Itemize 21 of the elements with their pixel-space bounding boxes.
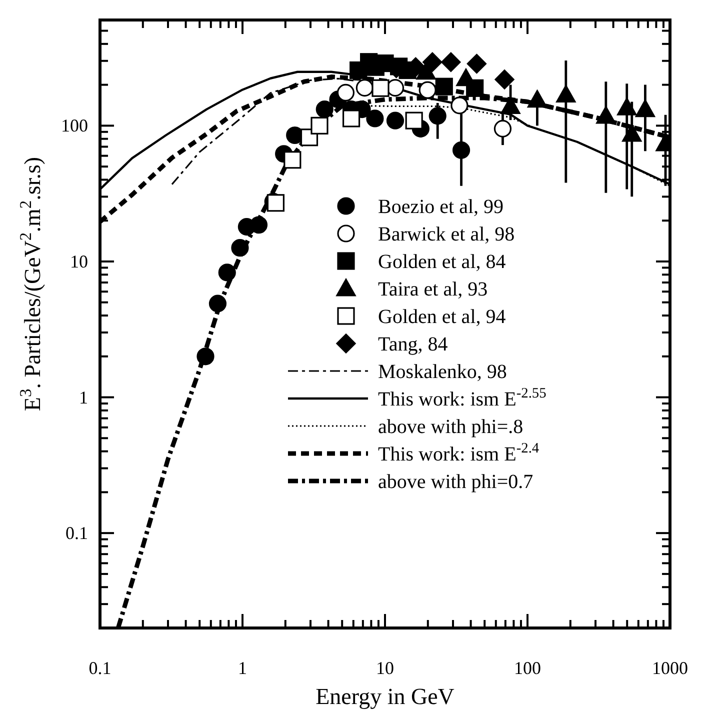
legend-label: Barwick et al, 98 <box>378 224 515 246</box>
x-tick-label: 1000 <box>652 658 688 678</box>
x-tick-label: 0.1 <box>88 658 112 678</box>
legend-label: This work: ism E$^{-2.55}$ <box>378 386 546 410</box>
legend-label: This work: ism E$^{-2.4}$ <box>378 440 540 466</box>
y-tick-label: 100 <box>61 116 88 136</box>
x-tick-label: 1 <box>238 658 247 678</box>
legend-label: above with phi=0.7 <box>378 471 534 493</box>
y-tick-label: 0.1 <box>66 523 88 544</box>
x-tick-label: 100 <box>514 658 541 678</box>
legend-label: Taira et al, 93 <box>378 278 488 300</box>
legend-label: Golden et al, 84 <box>378 251 506 273</box>
legend-label: Golden et al, 94 <box>378 306 506 328</box>
legend-label: Tang, 84 <box>378 334 448 356</box>
legend-label: Moskalenko, 98 <box>378 361 507 383</box>
x-tick-label: 10 <box>376 658 394 678</box>
x-axis-title: Energy in GeV <box>316 684 455 709</box>
legend-label: above with phi=.8 <box>378 416 524 438</box>
legend-label: Boezio et al, 99 <box>378 196 504 218</box>
y-tick-label: 10 <box>70 251 88 272</box>
y-tick-label: 1 <box>79 387 88 408</box>
